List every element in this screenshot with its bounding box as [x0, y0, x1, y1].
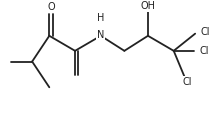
Text: O: O [47, 2, 55, 12]
Text: N: N [97, 30, 104, 40]
Text: Cl: Cl [199, 46, 209, 56]
Text: Cl: Cl [200, 27, 210, 36]
Text: Cl: Cl [183, 77, 192, 87]
Text: OH: OH [140, 1, 155, 11]
Text: H: H [97, 13, 104, 23]
